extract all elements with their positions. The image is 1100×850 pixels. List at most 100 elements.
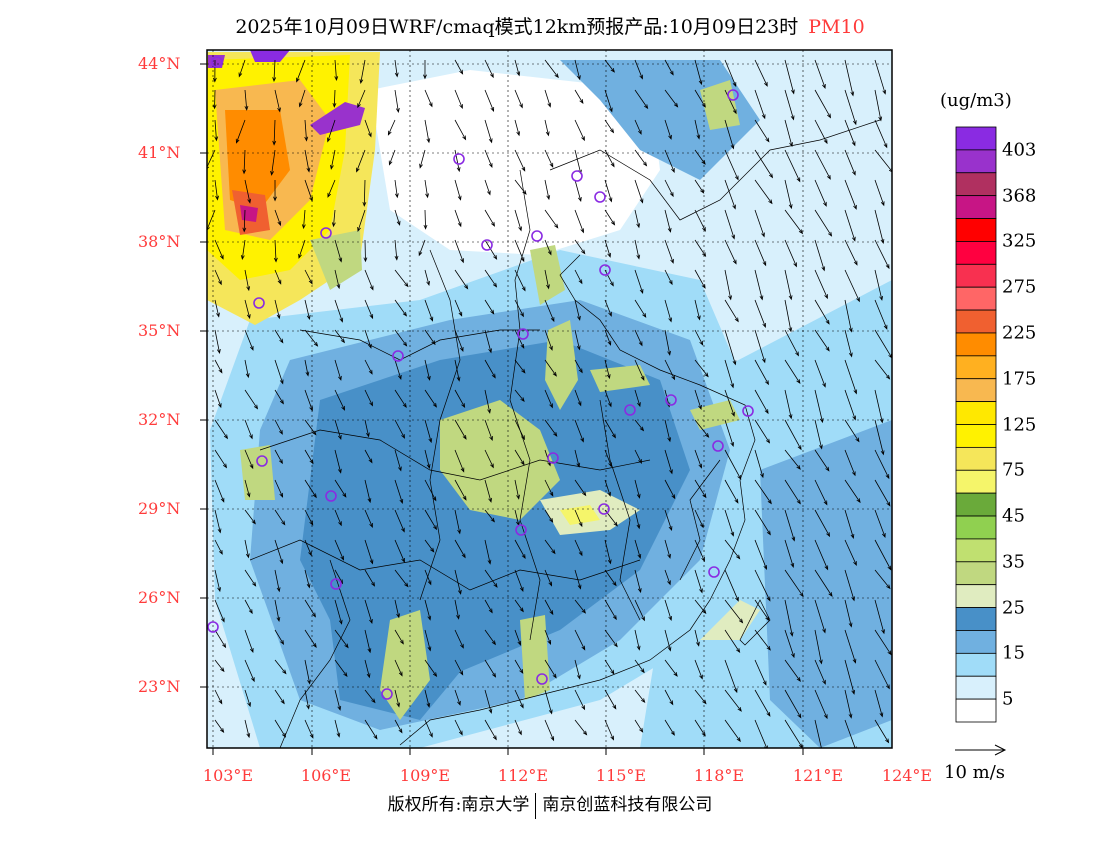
wind-arrow — [574, 449, 581, 468]
wind-arrow — [574, 419, 584, 443]
wind-arrow — [304, 449, 314, 465]
wind-arrow — [544, 89, 552, 108]
wind-arrow — [274, 209, 282, 227]
lat-label: 38°N — [138, 232, 181, 251]
wind-arrow — [514, 629, 522, 646]
wind-arrow — [544, 689, 553, 715]
wind-arrow — [274, 509, 286, 526]
station-marker — [708, 566, 720, 578]
wind-arrow — [484, 479, 492, 503]
wind-arrow — [844, 89, 857, 126]
wind-arrow — [454, 509, 461, 535]
wind-arrow — [604, 149, 615, 168]
footer: 版权所有:南京大学 南京创蓝科技有限公司 — [0, 790, 1100, 819]
wind-arrow — [874, 179, 885, 207]
wind-arrow — [304, 659, 311, 685]
wind-arrow — [454, 89, 463, 110]
wind-arrow — [364, 359, 373, 375]
wind-arrow — [394, 359, 402, 380]
wind-arrow — [334, 689, 342, 711]
station-marker — [742, 405, 754, 417]
wind-arrow — [423, 59, 427, 80]
wind-arrow — [454, 209, 462, 228]
wind-arrow — [694, 599, 707, 615]
wind-arrow — [514, 299, 524, 318]
wind-arrow — [784, 269, 793, 301]
colorbar-swatch — [955, 126, 997, 151]
wind-arrow — [274, 719, 287, 738]
wind-arrow — [664, 149, 675, 173]
wind-arrow — [454, 659, 464, 676]
title-text: 2025年10月09日WRF/cmaq模式12km预报产品:10月09日23时 — [235, 16, 799, 38]
wind-arrow — [544, 719, 555, 742]
wind-arrow — [724, 359, 735, 389]
wind-arrow — [784, 539, 795, 568]
wind-arrow — [484, 659, 497, 678]
lon-label: 124°E — [881, 766, 933, 785]
wind-arrow — [784, 119, 793, 148]
wind-arrow — [214, 269, 222, 286]
wind-arrow — [484, 539, 492, 565]
wind-arrow — [634, 539, 642, 559]
wind-arrow — [874, 629, 892, 656]
wind-arrow — [214, 239, 224, 260]
wind-arrow — [664, 59, 674, 76]
wind-arrow — [296, 59, 306, 83]
wind-arrow — [724, 299, 739, 323]
station-marker — [536, 673, 548, 685]
wind-arrow — [484, 329, 492, 354]
wind-arrow — [424, 389, 437, 408]
station-marker — [515, 524, 527, 536]
wind-arrow — [334, 419, 342, 441]
wind-arrow — [214, 539, 223, 555]
lat-label: 41°N — [138, 143, 181, 162]
wind-arrow — [634, 599, 645, 622]
wind-arrow — [694, 449, 703, 469]
wind-arrow — [754, 569, 771, 602]
wind-arrow — [424, 659, 438, 678]
wind-arrow — [484, 719, 497, 741]
wind-arrow — [274, 449, 283, 465]
wind-arrow — [754, 149, 774, 179]
wind-arrow — [844, 209, 856, 242]
wind-arrow — [362, 179, 367, 207]
wind-arrow — [273, 239, 278, 263]
wind-arrow — [394, 599, 400, 619]
wind-arrow — [724, 419, 735, 448]
wind-arrow — [238, 59, 246, 78]
colorbar-swatch — [955, 698, 997, 723]
wind-arrow — [334, 629, 349, 649]
colorbar-swatch — [955, 561, 997, 586]
station-marker — [453, 153, 465, 165]
wind-arrow — [214, 629, 227, 649]
colorbar-swatch — [955, 195, 997, 219]
wind-arrow — [454, 539, 466, 559]
wind-arrow — [304, 269, 313, 285]
station-marker — [727, 89, 739, 101]
wind-arrow — [304, 509, 314, 526]
wind-arrow — [298, 89, 306, 108]
wind-arrow — [814, 659, 826, 685]
colorbar-swatch — [955, 446, 997, 471]
station-marker — [392, 350, 404, 362]
wind-arrow — [394, 329, 408, 347]
wind-arrow — [844, 179, 857, 210]
colorbar-label: 15 — [1002, 642, 1025, 664]
wind-arrow — [514, 329, 525, 349]
wind-arrow — [244, 269, 251, 292]
wind-arrow — [394, 269, 409, 288]
wind-arrow — [664, 629, 672, 652]
wind-arrow — [334, 389, 346, 411]
wind-arrow — [844, 419, 860, 443]
wind-arrow — [844, 239, 858, 266]
wind-arrow — [394, 659, 403, 677]
lon-label: 106°E — [300, 766, 352, 785]
colorbar-swatch — [955, 378, 997, 403]
wind-arrow — [844, 59, 855, 97]
wind-arrow — [574, 299, 581, 321]
wind-arrow — [331, 209, 336, 228]
lat-label: 26°N — [138, 588, 181, 607]
wind-arrow — [574, 629, 586, 651]
wind-arrow — [484, 629, 496, 646]
wind-arrow — [604, 689, 617, 710]
